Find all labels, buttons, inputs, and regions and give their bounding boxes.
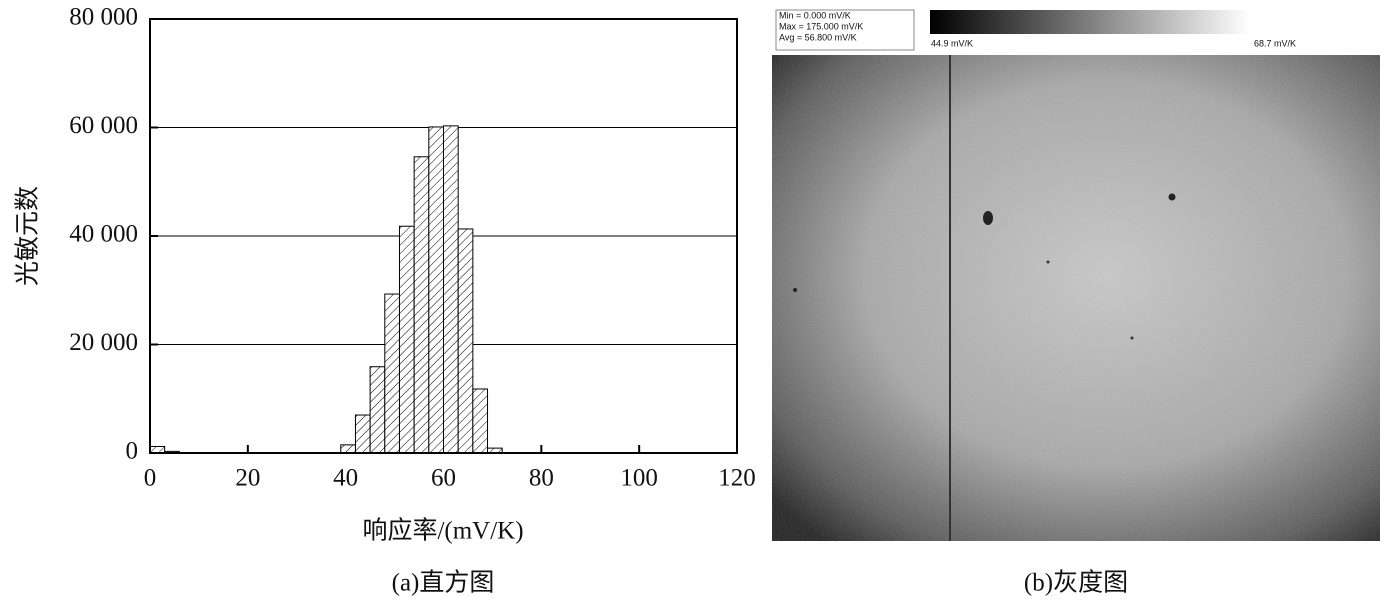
x-tick-label: 20 xyxy=(235,465,260,492)
x-axis-label: 响应率/(mV/K) xyxy=(362,517,523,545)
bar xyxy=(354,414,371,454)
plot-frame xyxy=(149,18,738,454)
bar xyxy=(472,388,489,454)
defect xyxy=(1130,336,1134,340)
y-axis-label: 光敏元数 xyxy=(14,186,42,286)
bar xyxy=(457,228,474,454)
x-tick-label: 60 xyxy=(431,465,456,492)
bar xyxy=(428,126,445,454)
histogram-chart: 光敏元数 响应率/(mV/K) (a)直方图 0 20 000 40 000 60 0… xyxy=(14,4,756,597)
y-tick-label: 60 000 xyxy=(69,112,138,139)
bar xyxy=(340,444,356,454)
bar xyxy=(413,156,430,454)
x-tick-label: 80 xyxy=(529,465,554,492)
colorbar xyxy=(930,10,1250,34)
bar xyxy=(384,293,400,454)
x-tick-label: 120 xyxy=(718,465,756,492)
y-tick-label: 80 000 xyxy=(69,4,138,31)
stat-max: Max = 175.000 mV/K xyxy=(779,21,863,31)
defect xyxy=(793,288,797,292)
y-tick-label: 20 000 xyxy=(69,329,138,356)
bar xyxy=(398,225,415,454)
y-tick-label: 40 000 xyxy=(69,221,138,248)
x-tick-label: 40 xyxy=(333,465,358,492)
colorbar-max: 68.7 mV/K xyxy=(1254,38,1296,48)
defect xyxy=(1168,193,1176,201)
defect xyxy=(1046,260,1050,264)
defect xyxy=(983,211,993,225)
x-tick-label: 0 xyxy=(144,465,157,492)
caption: (a)直方图 xyxy=(392,569,495,597)
stats-box xyxy=(775,9,915,51)
colorbar-min: 44.9 mV/K xyxy=(931,38,973,48)
stat-avg: Avg = 56.800 mV/K xyxy=(779,32,857,42)
image-noise xyxy=(772,55,1380,541)
y-tick-label: 0 xyxy=(126,438,139,465)
bar xyxy=(443,125,459,454)
grayscale-image-panel: Min = 0.000 mV/K Max = 175.000 mV/K Avg … xyxy=(772,9,1380,597)
bar xyxy=(369,366,386,454)
stat-min: Min = 0.000 mV/K xyxy=(779,10,851,20)
caption: (b)灰度图 xyxy=(1024,569,1128,597)
x-tick-label: 100 xyxy=(620,465,658,492)
